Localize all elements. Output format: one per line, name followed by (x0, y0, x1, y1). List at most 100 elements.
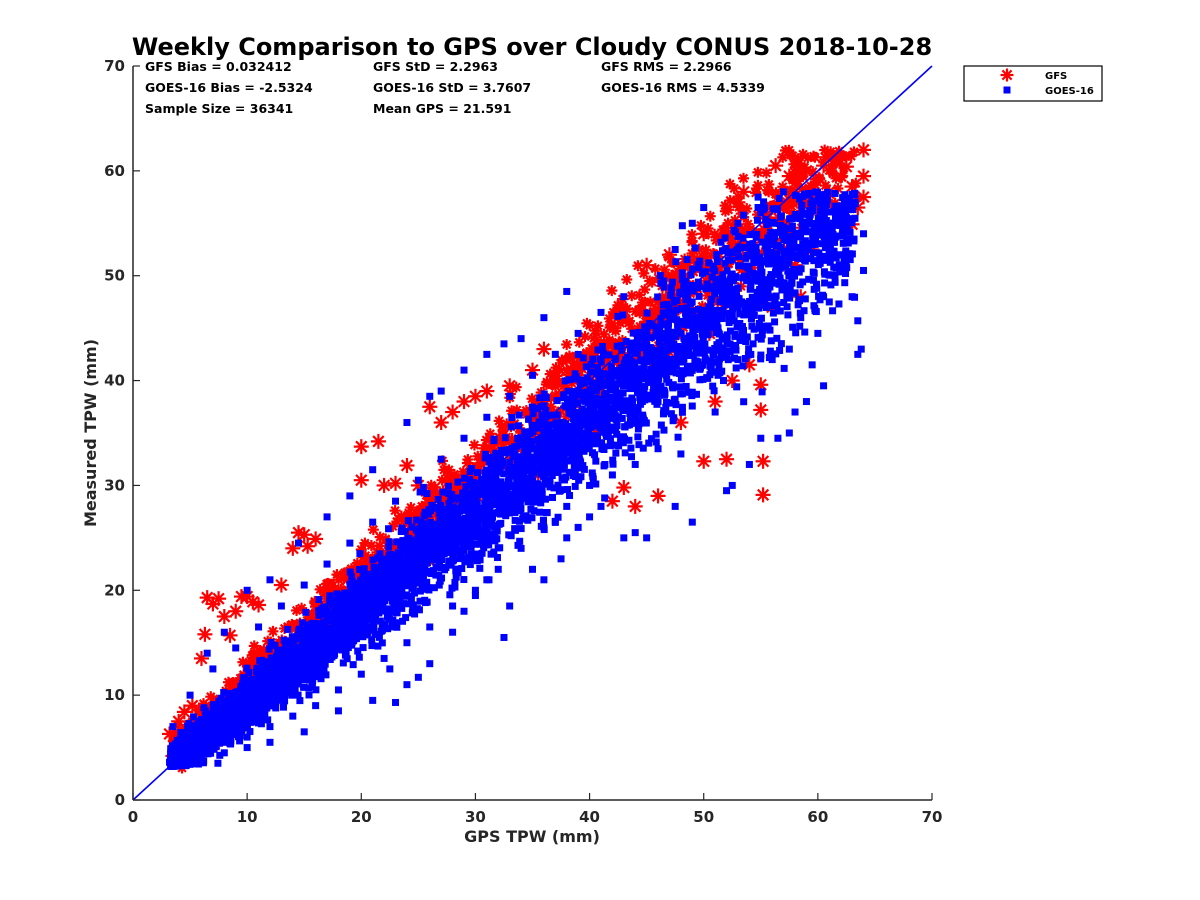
goes16-point (374, 564, 382, 572)
goes16-point (829, 219, 837, 227)
gfs-point (639, 257, 655, 273)
goes16-point (677, 305, 685, 313)
goes16-point (746, 231, 754, 239)
goes16-point (772, 253, 780, 261)
goes16-point (661, 350, 669, 358)
goes16-point (401, 527, 409, 535)
goes16-point (371, 571, 379, 579)
goes16-point (775, 194, 783, 202)
goes16-point (485, 541, 493, 549)
goes16-point (503, 447, 511, 455)
goes16-point (760, 198, 768, 206)
goes16-point (641, 323, 649, 331)
goes16-point (215, 700, 223, 708)
goes16-point (461, 558, 469, 566)
gfs-point (370, 433, 386, 449)
goes16-point (444, 531, 452, 539)
goes16-point (777, 340, 785, 348)
goes16-point (796, 322, 804, 330)
goes16-point (821, 270, 829, 278)
goes16-point (656, 333, 664, 341)
goes16-point (216, 751, 224, 759)
goes16-point (723, 351, 731, 359)
goes16-point (363, 625, 371, 633)
goes16-point (370, 563, 378, 571)
gfs-point (367, 524, 379, 536)
goes16-point (831, 278, 839, 286)
goes16-point (576, 426, 584, 434)
goes16-point (397, 542, 405, 550)
gfs-point (753, 402, 769, 418)
goes16-point (618, 389, 626, 397)
goes16-point (312, 686, 320, 694)
goes16-point (296, 697, 304, 705)
goes16-point (826, 208, 834, 216)
goes16-point (551, 517, 559, 525)
goes16-point (410, 589, 418, 597)
goes16-point (627, 453, 635, 461)
goes16-point (711, 307, 719, 315)
gfs-point (399, 458, 415, 474)
goes16-point (769, 205, 777, 213)
goes16-point (601, 460, 609, 468)
goes16-point (177, 729, 185, 737)
goes16-point (436, 577, 444, 585)
goes16-point (598, 439, 606, 447)
goes16-point (767, 337, 775, 345)
goes16-point (520, 461, 528, 469)
goes16-point (288, 644, 296, 652)
goes16-point (791, 191, 799, 199)
goes16-point (553, 411, 561, 419)
goes16-point (348, 573, 356, 581)
goes16-point (378, 555, 386, 563)
goes16-point (500, 470, 508, 478)
goes16-point (416, 488, 424, 496)
goes16-point (723, 284, 731, 292)
goes16-point (444, 537, 452, 545)
goes16-point (553, 397, 561, 405)
goes16-point (341, 589, 349, 597)
goes16-point (670, 331, 678, 339)
goes16-point (300, 683, 308, 691)
goes16-point (788, 279, 796, 287)
goes16-point (708, 273, 716, 281)
goes16-point (622, 373, 630, 381)
goes16-point (511, 508, 519, 516)
goes16-point (528, 403, 536, 411)
goes16-point (530, 453, 538, 461)
goes16-point (571, 410, 579, 418)
goes16-point (611, 355, 619, 363)
goes16-point (554, 513, 562, 521)
goes16-point (265, 645, 273, 653)
goes16-point (680, 280, 688, 288)
goes16-point (222, 734, 230, 742)
goes16-point (704, 323, 712, 331)
gfs-point (711, 231, 723, 243)
gfs-point (330, 572, 346, 588)
goes16-point (660, 426, 668, 434)
gfs-point (393, 513, 405, 525)
goes16-point (731, 332, 739, 340)
goes16-point (467, 494, 475, 502)
goes16-point (720, 277, 728, 285)
goes16-point (801, 328, 809, 336)
goes16-point (831, 189, 839, 197)
goes16-point (844, 199, 852, 207)
goes16-point (711, 290, 719, 298)
goes16-point (667, 410, 675, 418)
goes16-point (585, 395, 593, 403)
goes16-point (540, 390, 548, 398)
goes16-point (610, 408, 618, 416)
goes16-point (764, 288, 772, 296)
goes16-point (395, 571, 403, 579)
gfs-point (573, 336, 585, 348)
gfs-point (353, 472, 369, 488)
goes16-point (643, 309, 651, 317)
goes16-point (388, 591, 396, 599)
gfs-point (639, 284, 651, 296)
goes16-point (388, 619, 396, 627)
goes16-point (784, 267, 792, 275)
goes16-point (517, 434, 525, 442)
goes16-point (281, 697, 289, 705)
goes16-point (375, 633, 383, 641)
